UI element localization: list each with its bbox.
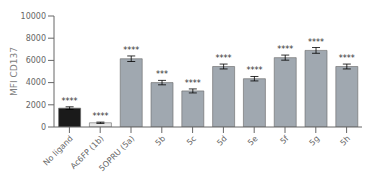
- svg-text:4000: 4000: [26, 78, 46, 87]
- svg-text:Ac6FP (1b): Ac6FP (1b): [68, 134, 106, 171]
- svg-text:****: ****: [216, 54, 232, 63]
- svg-text:****: ****: [185, 79, 201, 88]
- svg-text:****: ****: [62, 97, 78, 106]
- svg-text:5d: 5d: [215, 134, 229, 148]
- svg-text:5f: 5f: [278, 134, 290, 146]
- svg-text:0: 0: [41, 123, 46, 132]
- svg-text:****: ****: [92, 112, 108, 121]
- svg-text:****: ****: [123, 46, 139, 55]
- svg-text:5c: 5c: [185, 134, 198, 147]
- svg-text:5OPRU (5a): 5OPRU (5a): [97, 134, 136, 173]
- svg-text:***: ***: [156, 70, 168, 79]
- svg-text:****: ****: [246, 66, 262, 75]
- svg-text:8000: 8000: [26, 34, 46, 43]
- svg-text:6000: 6000: [26, 56, 46, 65]
- svg-text:****: ****: [308, 38, 324, 47]
- svg-text:MFI CD137: MFI CD137: [9, 47, 19, 96]
- svg-text:No ligand: No ligand: [41, 134, 75, 168]
- svg-text:5b: 5b: [154, 134, 168, 148]
- svg-text:****: ****: [339, 54, 355, 63]
- svg-text:10000: 10000: [21, 12, 46, 21]
- svg-text:2000: 2000: [26, 101, 46, 110]
- svg-text:5h: 5h: [338, 134, 352, 148]
- svg-text:****: ****: [277, 45, 293, 54]
- svg-text:5g: 5g: [308, 134, 322, 148]
- svg-text:5e: 5e: [246, 134, 259, 147]
